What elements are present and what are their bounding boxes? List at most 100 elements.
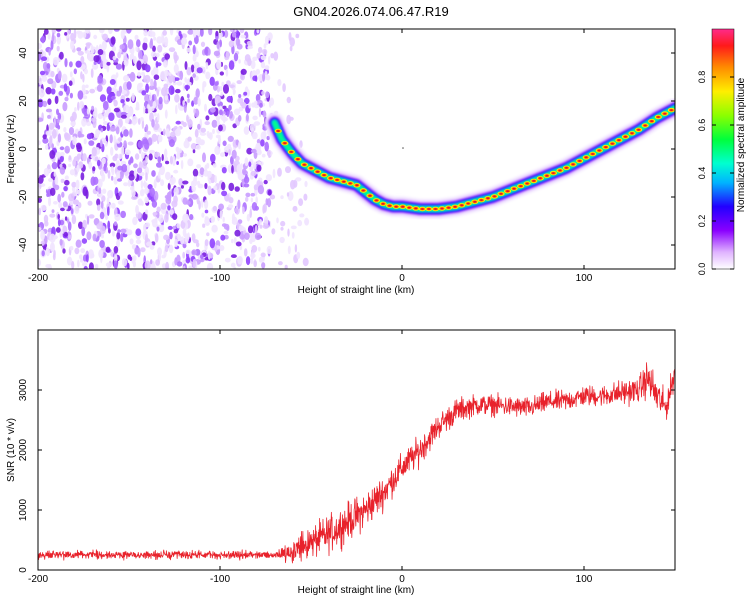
noise-blob — [81, 238, 88, 244]
noise-blob — [185, 249, 191, 255]
noise-blob — [98, 249, 104, 259]
noise-blob — [209, 76, 215, 87]
noise-blob — [77, 50, 84, 56]
noise-blob — [51, 32, 55, 43]
noise-blob — [156, 206, 161, 213]
noise-blob — [222, 113, 226, 124]
noise-blob — [220, 234, 226, 241]
noise-blob — [173, 77, 180, 81]
noise-blob — [215, 30, 219, 37]
noise-blob — [247, 225, 254, 234]
noise-blob — [195, 88, 200, 98]
noise-blob — [295, 33, 300, 39]
noise-blob — [111, 230, 115, 237]
noise-blob — [206, 232, 210, 237]
trace-peak — [637, 128, 640, 131]
noise-blob — [270, 53, 275, 59]
noise-blob — [304, 217, 310, 226]
noise-blob — [210, 107, 216, 113]
noise-blob — [191, 100, 195, 107]
noise-blob — [240, 101, 244, 107]
noise-blob — [222, 140, 227, 147]
noise-blob — [143, 223, 147, 232]
noise-blob — [149, 187, 155, 197]
noise-blob — [123, 140, 127, 149]
noise-blob — [57, 112, 62, 121]
noise-blob — [162, 30, 167, 36]
noise-blob — [86, 231, 92, 241]
noise-blob — [238, 59, 241, 64]
noise-blob — [268, 55, 271, 65]
noise-blob — [38, 197, 42, 203]
noise-blob — [205, 115, 210, 121]
noise-blob — [141, 119, 145, 129]
noise-blob — [117, 137, 123, 142]
noise-blob — [298, 198, 304, 207]
noise-blob — [203, 169, 209, 177]
noise-blob — [143, 29, 148, 37]
noise-blob — [169, 231, 173, 240]
noise-blob — [131, 196, 138, 200]
noise-blob — [57, 133, 62, 143]
noise-blob — [157, 44, 163, 53]
noise-blob — [52, 253, 56, 261]
noise-blob — [210, 216, 215, 223]
noise-blob — [152, 260, 155, 267]
noise-blob — [151, 31, 156, 38]
noise-blob — [84, 68, 88, 75]
noise-blob — [100, 200, 104, 209]
noise-blob — [302, 257, 309, 267]
trace-peak — [388, 204, 391, 207]
noise-blob — [46, 63, 51, 69]
noise-blob — [129, 71, 136, 82]
noise-blob — [67, 221, 72, 231]
noise-blob — [148, 149, 156, 154]
noise-blob — [264, 70, 268, 81]
noise-blob — [151, 200, 158, 208]
noise-blob — [150, 51, 157, 58]
noise-blob — [142, 42, 148, 51]
noise-blob — [247, 57, 252, 67]
noise-blob — [194, 128, 199, 138]
trace-peak — [375, 199, 378, 202]
noise-blob — [39, 70, 46, 76]
snr-line — [38, 362, 675, 564]
noise-blob — [54, 175, 59, 186]
noise-blob — [231, 238, 234, 244]
noise-blob — [246, 41, 253, 45]
noise-blob — [51, 29, 56, 33]
noise-blob — [180, 159, 184, 170]
noise-blob — [263, 216, 269, 226]
noise-blob — [61, 191, 65, 198]
noise-blob — [204, 239, 209, 247]
spectrogram-x-tick-label: -100 — [210, 273, 230, 284]
noise-blob — [249, 208, 252, 218]
noise-blob — [53, 201, 58, 205]
noise-blob — [169, 209, 174, 216]
noise-blob — [234, 186, 240, 192]
noise-blob — [111, 95, 116, 100]
noise-blob — [180, 236, 185, 245]
trace-peak — [630, 132, 634, 135]
noise-blob — [70, 208, 74, 215]
noise-blob — [234, 229, 241, 237]
noise-blob — [261, 262, 266, 269]
noise-blob — [96, 159, 101, 167]
noise-blob — [123, 129, 129, 137]
noise-blob — [111, 175, 114, 181]
noise-blob — [195, 144, 201, 150]
noise-blob — [146, 130, 151, 135]
noise-blob — [80, 258, 84, 263]
noise-blob — [152, 100, 157, 109]
noise-blob — [175, 88, 181, 94]
noise-blob — [93, 55, 100, 63]
noise-blob — [174, 257, 178, 266]
trace-peak — [362, 189, 365, 192]
noise-blob — [68, 80, 73, 86]
noise-blob — [48, 264, 52, 269]
noise-blob — [67, 234, 72, 240]
noise-blob — [99, 225, 106, 235]
noise-blob — [156, 113, 160, 122]
noise-blob — [222, 216, 225, 223]
noise-blob — [98, 221, 103, 227]
